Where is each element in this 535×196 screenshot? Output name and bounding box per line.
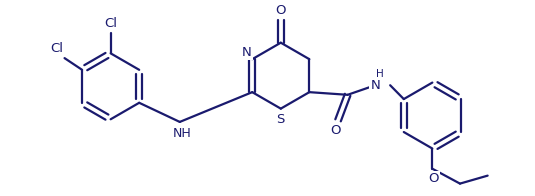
Text: Cl: Cl <box>50 42 63 55</box>
Text: O: O <box>428 172 439 185</box>
Text: S: S <box>277 113 285 126</box>
Text: H: H <box>376 69 384 79</box>
Text: N: N <box>242 46 252 59</box>
Text: NH: NH <box>173 127 192 140</box>
Text: O: O <box>330 124 341 137</box>
Text: Cl: Cl <box>104 17 117 30</box>
Text: O: O <box>276 4 286 17</box>
Text: N: N <box>370 79 380 92</box>
